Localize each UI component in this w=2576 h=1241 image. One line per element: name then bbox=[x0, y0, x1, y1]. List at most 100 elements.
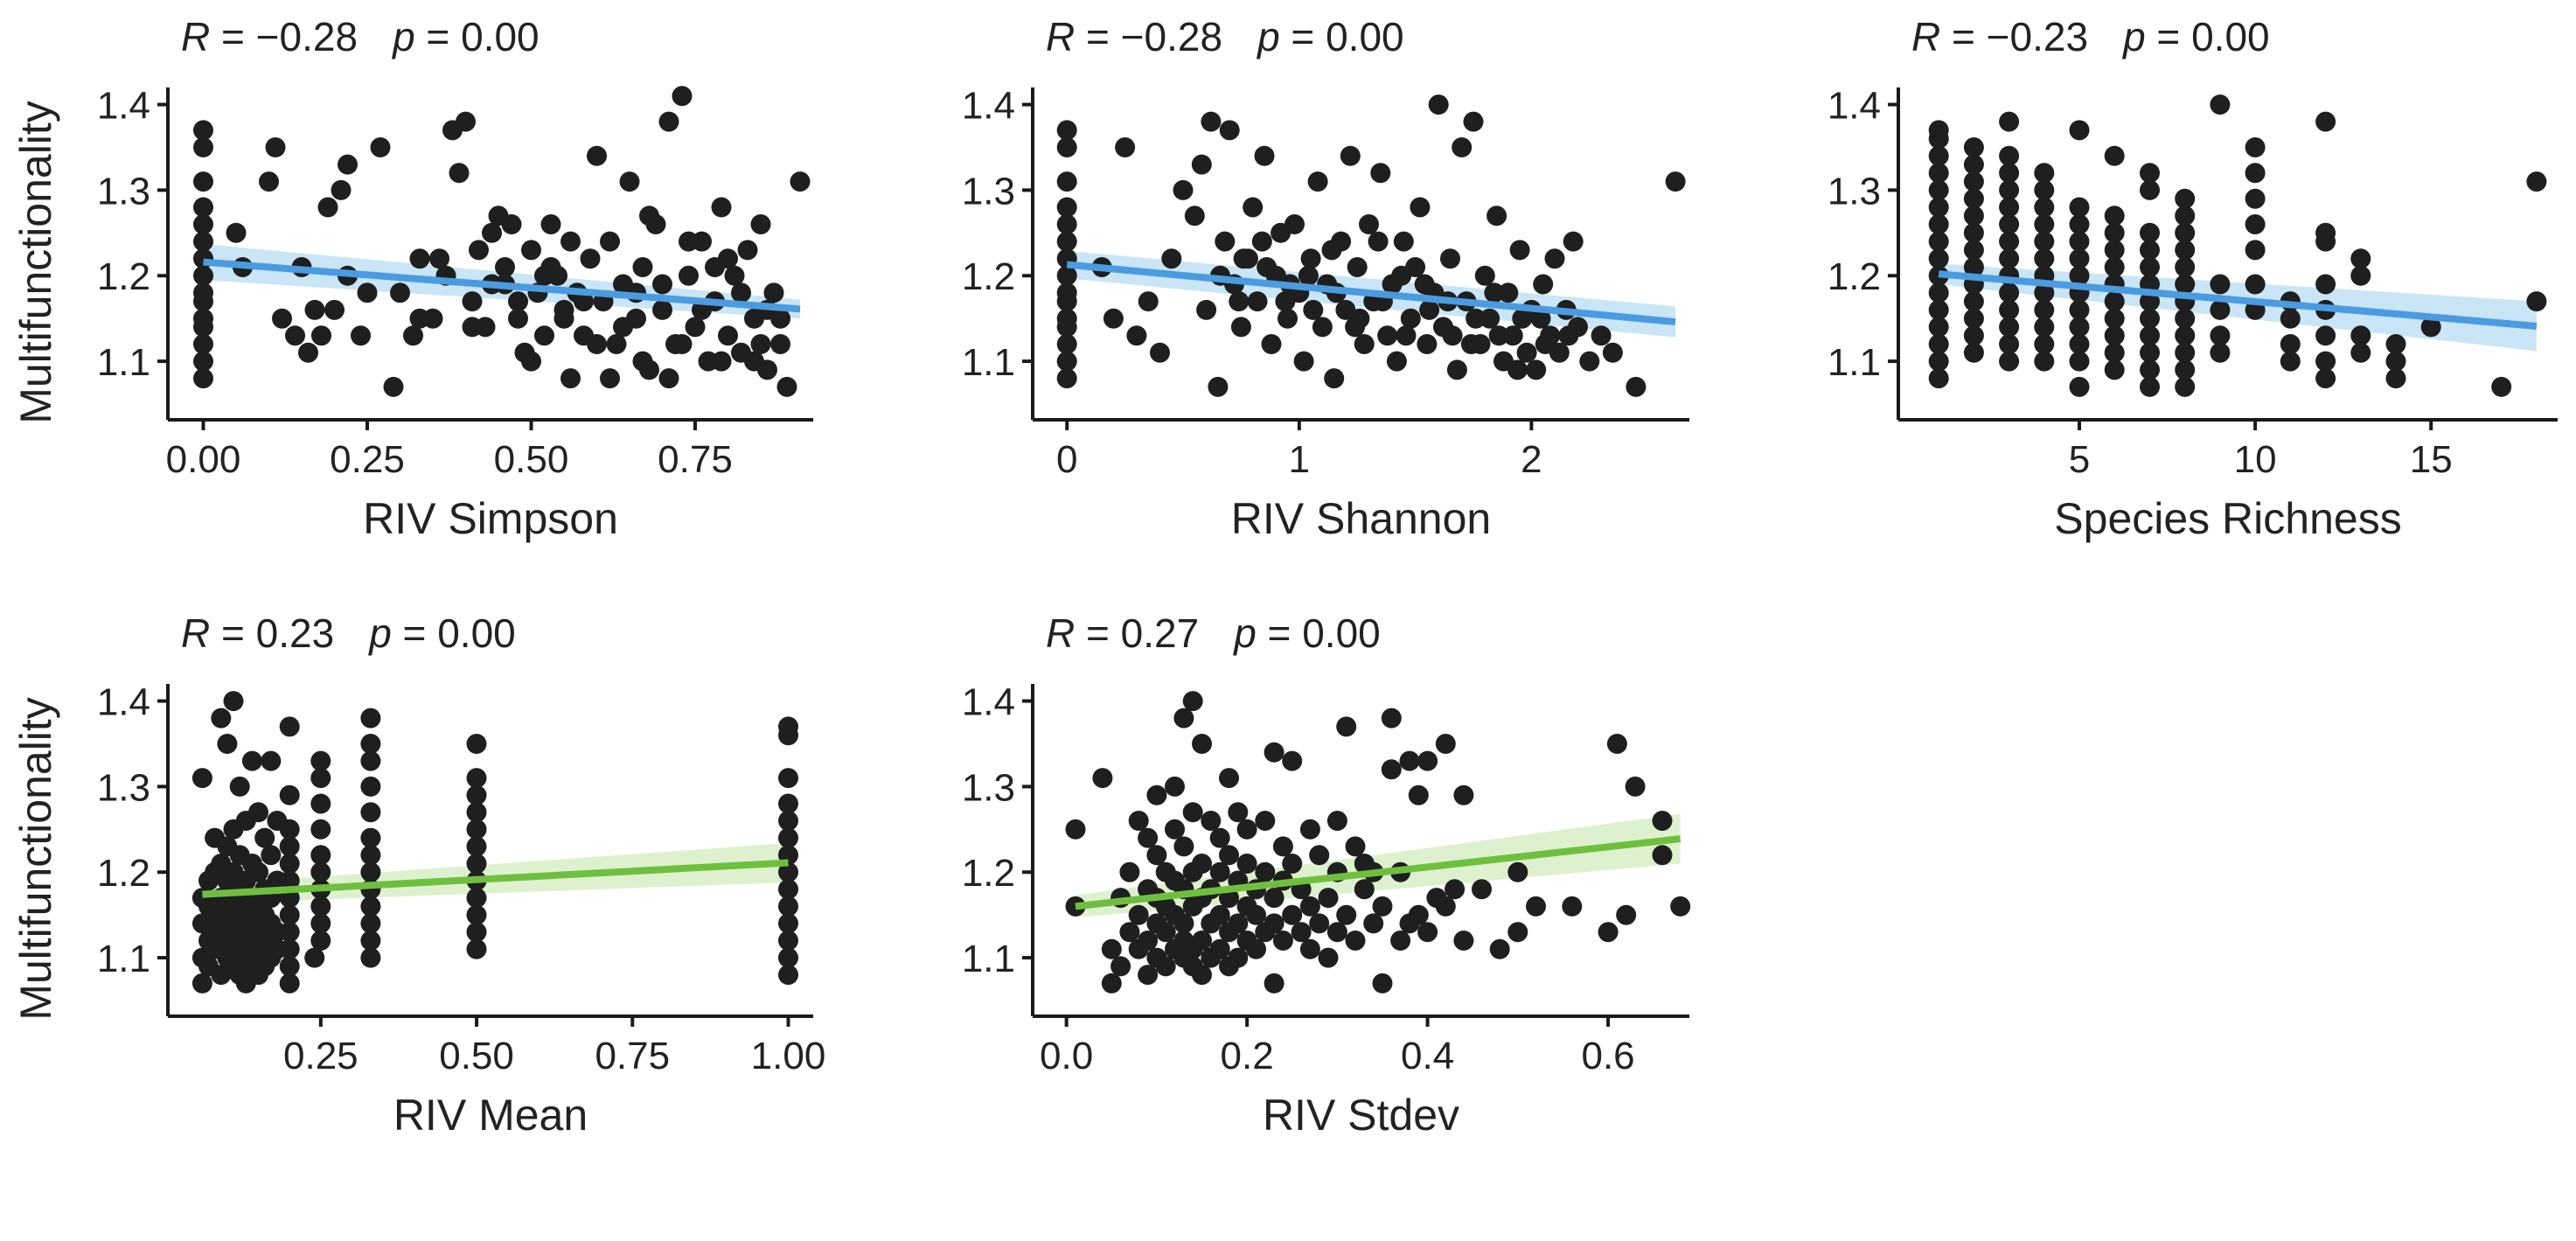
y-tick-label: 1.3 bbox=[962, 170, 1015, 213]
data-point bbox=[1516, 342, 1537, 363]
data-point bbox=[2140, 308, 2160, 329]
data-point bbox=[1246, 904, 1266, 925]
data-point bbox=[1963, 240, 1984, 261]
data-point bbox=[2350, 248, 2371, 269]
data-point bbox=[360, 896, 381, 917]
data-point bbox=[1347, 257, 1368, 277]
data-point bbox=[560, 368, 581, 389]
data-point bbox=[2069, 317, 2090, 338]
data-point bbox=[1616, 904, 1637, 925]
regression-line bbox=[203, 258, 801, 313]
data-point bbox=[750, 334, 771, 354]
data-point bbox=[193, 197, 213, 218]
data-point bbox=[409, 248, 430, 269]
data-point bbox=[1264, 973, 1285, 993]
stat-annotation: R = 0.27 p = 0.00 bbox=[1046, 610, 1381, 656]
data-point bbox=[1377, 325, 1398, 346]
data-point bbox=[1282, 854, 1303, 874]
data-point bbox=[2034, 163, 2055, 184]
stat-r-label: R bbox=[181, 14, 210, 59]
data-point bbox=[272, 308, 292, 329]
data-point bbox=[1219, 845, 1239, 866]
data-point bbox=[279, 870, 300, 891]
data-point bbox=[193, 308, 213, 329]
data-point bbox=[1999, 299, 2020, 320]
data-point bbox=[2104, 325, 2125, 346]
data-point bbox=[1312, 317, 1333, 338]
data-point bbox=[1251, 231, 1272, 252]
regression-line bbox=[1938, 270, 2538, 330]
data-point bbox=[2140, 376, 2160, 397]
data-point bbox=[1963, 206, 1984, 227]
data-point bbox=[1999, 351, 2020, 372]
x-tick-label: 0.0 bbox=[1040, 1035, 1093, 1077]
stat-annotation: R = −0.28 p = 0.00 bbox=[181, 14, 540, 59]
data-point bbox=[1928, 368, 1949, 389]
data-point bbox=[1192, 734, 1212, 754]
x-tick-label: 0.75 bbox=[658, 438, 733, 481]
data-point bbox=[1056, 308, 1077, 329]
data-point bbox=[1446, 359, 1467, 380]
data-point bbox=[409, 308, 430, 329]
data-point bbox=[1507, 359, 1528, 380]
data-point bbox=[1526, 896, 1546, 917]
data-point bbox=[1336, 904, 1357, 925]
data-point bbox=[1928, 282, 1949, 303]
data-point bbox=[711, 351, 732, 372]
data-point bbox=[2315, 111, 2336, 132]
data-point bbox=[600, 368, 620, 389]
data-point bbox=[279, 956, 300, 977]
data-point bbox=[1299, 896, 1320, 917]
data-point bbox=[1165, 819, 1185, 840]
data-point bbox=[1236, 854, 1257, 874]
data-point bbox=[1138, 291, 1159, 312]
data-point bbox=[403, 325, 423, 346]
data-point bbox=[1243, 197, 1264, 218]
data-point bbox=[1209, 827, 1230, 848]
data-point bbox=[1507, 922, 1528, 943]
data-point bbox=[1209, 904, 1230, 925]
data-point bbox=[360, 845, 381, 866]
data-point bbox=[1999, 145, 2020, 166]
x-tick-label: 1 bbox=[1289, 438, 1310, 481]
data-point bbox=[466, 802, 487, 823]
data-point bbox=[1209, 938, 1230, 959]
data-point bbox=[560, 231, 581, 252]
data-point bbox=[304, 947, 325, 968]
data-point bbox=[279, 819, 300, 840]
data-point bbox=[705, 257, 725, 277]
data-point bbox=[632, 257, 653, 277]
data-point bbox=[2034, 317, 2055, 338]
data-point bbox=[1291, 922, 1312, 943]
data-point bbox=[1400, 308, 1421, 329]
y-tick-label: 1.3 bbox=[97, 170, 150, 213]
data-point bbox=[1435, 896, 1456, 917]
stat-annotation: R = 0.23 p = 0.00 bbox=[181, 610, 516, 656]
data-point bbox=[1963, 325, 1984, 346]
data-point bbox=[1264, 888, 1285, 909]
data-point bbox=[2104, 222, 2125, 243]
data-point bbox=[466, 784, 487, 805]
data-point bbox=[217, 734, 238, 754]
data-point bbox=[1414, 274, 1435, 295]
data-point bbox=[1368, 231, 1389, 252]
data-point bbox=[1150, 342, 1170, 363]
data-point bbox=[1417, 334, 1438, 354]
data-point bbox=[1396, 325, 1417, 346]
data-point bbox=[1161, 248, 1182, 269]
data-point bbox=[1103, 308, 1124, 329]
data-point bbox=[2315, 351, 2336, 372]
data-point bbox=[2210, 299, 2231, 320]
data-point bbox=[778, 965, 798, 986]
data-point bbox=[1479, 308, 1500, 329]
data-point bbox=[744, 351, 764, 372]
data-point bbox=[737, 240, 758, 261]
stat-p-label: p bbox=[391, 14, 415, 59]
data-point bbox=[2245, 137, 2266, 157]
data-point bbox=[2210, 94, 2231, 115]
data-point bbox=[193, 120, 213, 141]
data-point bbox=[390, 282, 410, 303]
data-point bbox=[261, 750, 282, 771]
data-point bbox=[2069, 376, 2090, 397]
